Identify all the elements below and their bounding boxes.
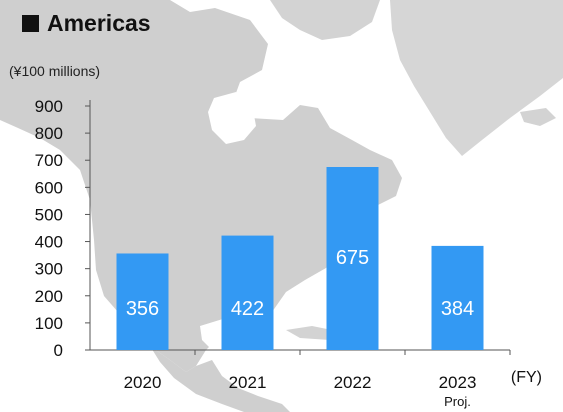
bar — [116, 253, 169, 350]
y-tick-label: 700 — [35, 151, 63, 170]
y-tick-label: 300 — [35, 260, 63, 279]
y-axis-unit-label: (¥100 millions) — [9, 63, 101, 79]
mexico-landmass — [150, 346, 290, 412]
title-square-marker — [22, 14, 39, 32]
bar-data-label: 675 — [336, 247, 369, 269]
x-tick-label: 2023 — [439, 373, 477, 392]
iceland — [520, 108, 556, 126]
bar-data-label: 356 — [126, 298, 159, 320]
y-tick-label: 800 — [35, 124, 63, 143]
x-axis-label: (FY) — [511, 369, 542, 386]
bar — [326, 167, 379, 350]
chart-title: Americas — [47, 9, 151, 36]
x-tick-label: 2022 — [334, 373, 372, 392]
north-america-landmass — [0, 0, 402, 372]
bar-data-label: 422 — [231, 298, 264, 320]
y-tick-label: 500 — [35, 205, 63, 224]
chart-title-block: Americas — [22, 6, 151, 40]
bar-data-label: 384 — [441, 298, 474, 320]
x-tick-sublabel: Proj. — [444, 394, 471, 409]
y-tick-label: 400 — [35, 233, 63, 252]
hudson-bay — [208, 92, 256, 144]
y-tick-label: 100 — [35, 314, 63, 333]
y-tick-label: 600 — [35, 178, 63, 197]
greenland-landmass — [390, 0, 563, 156]
bar — [221, 235, 274, 350]
x-tick-label: 2020 — [124, 373, 162, 392]
y-tick-label: 0 — [54, 341, 63, 360]
y-tick-label: 900 — [35, 97, 63, 116]
bar — [431, 245, 484, 350]
y-tick-label: 200 — [35, 287, 63, 306]
x-tick-label: 2021 — [229, 373, 267, 392]
arctic-islands — [270, 0, 380, 40]
